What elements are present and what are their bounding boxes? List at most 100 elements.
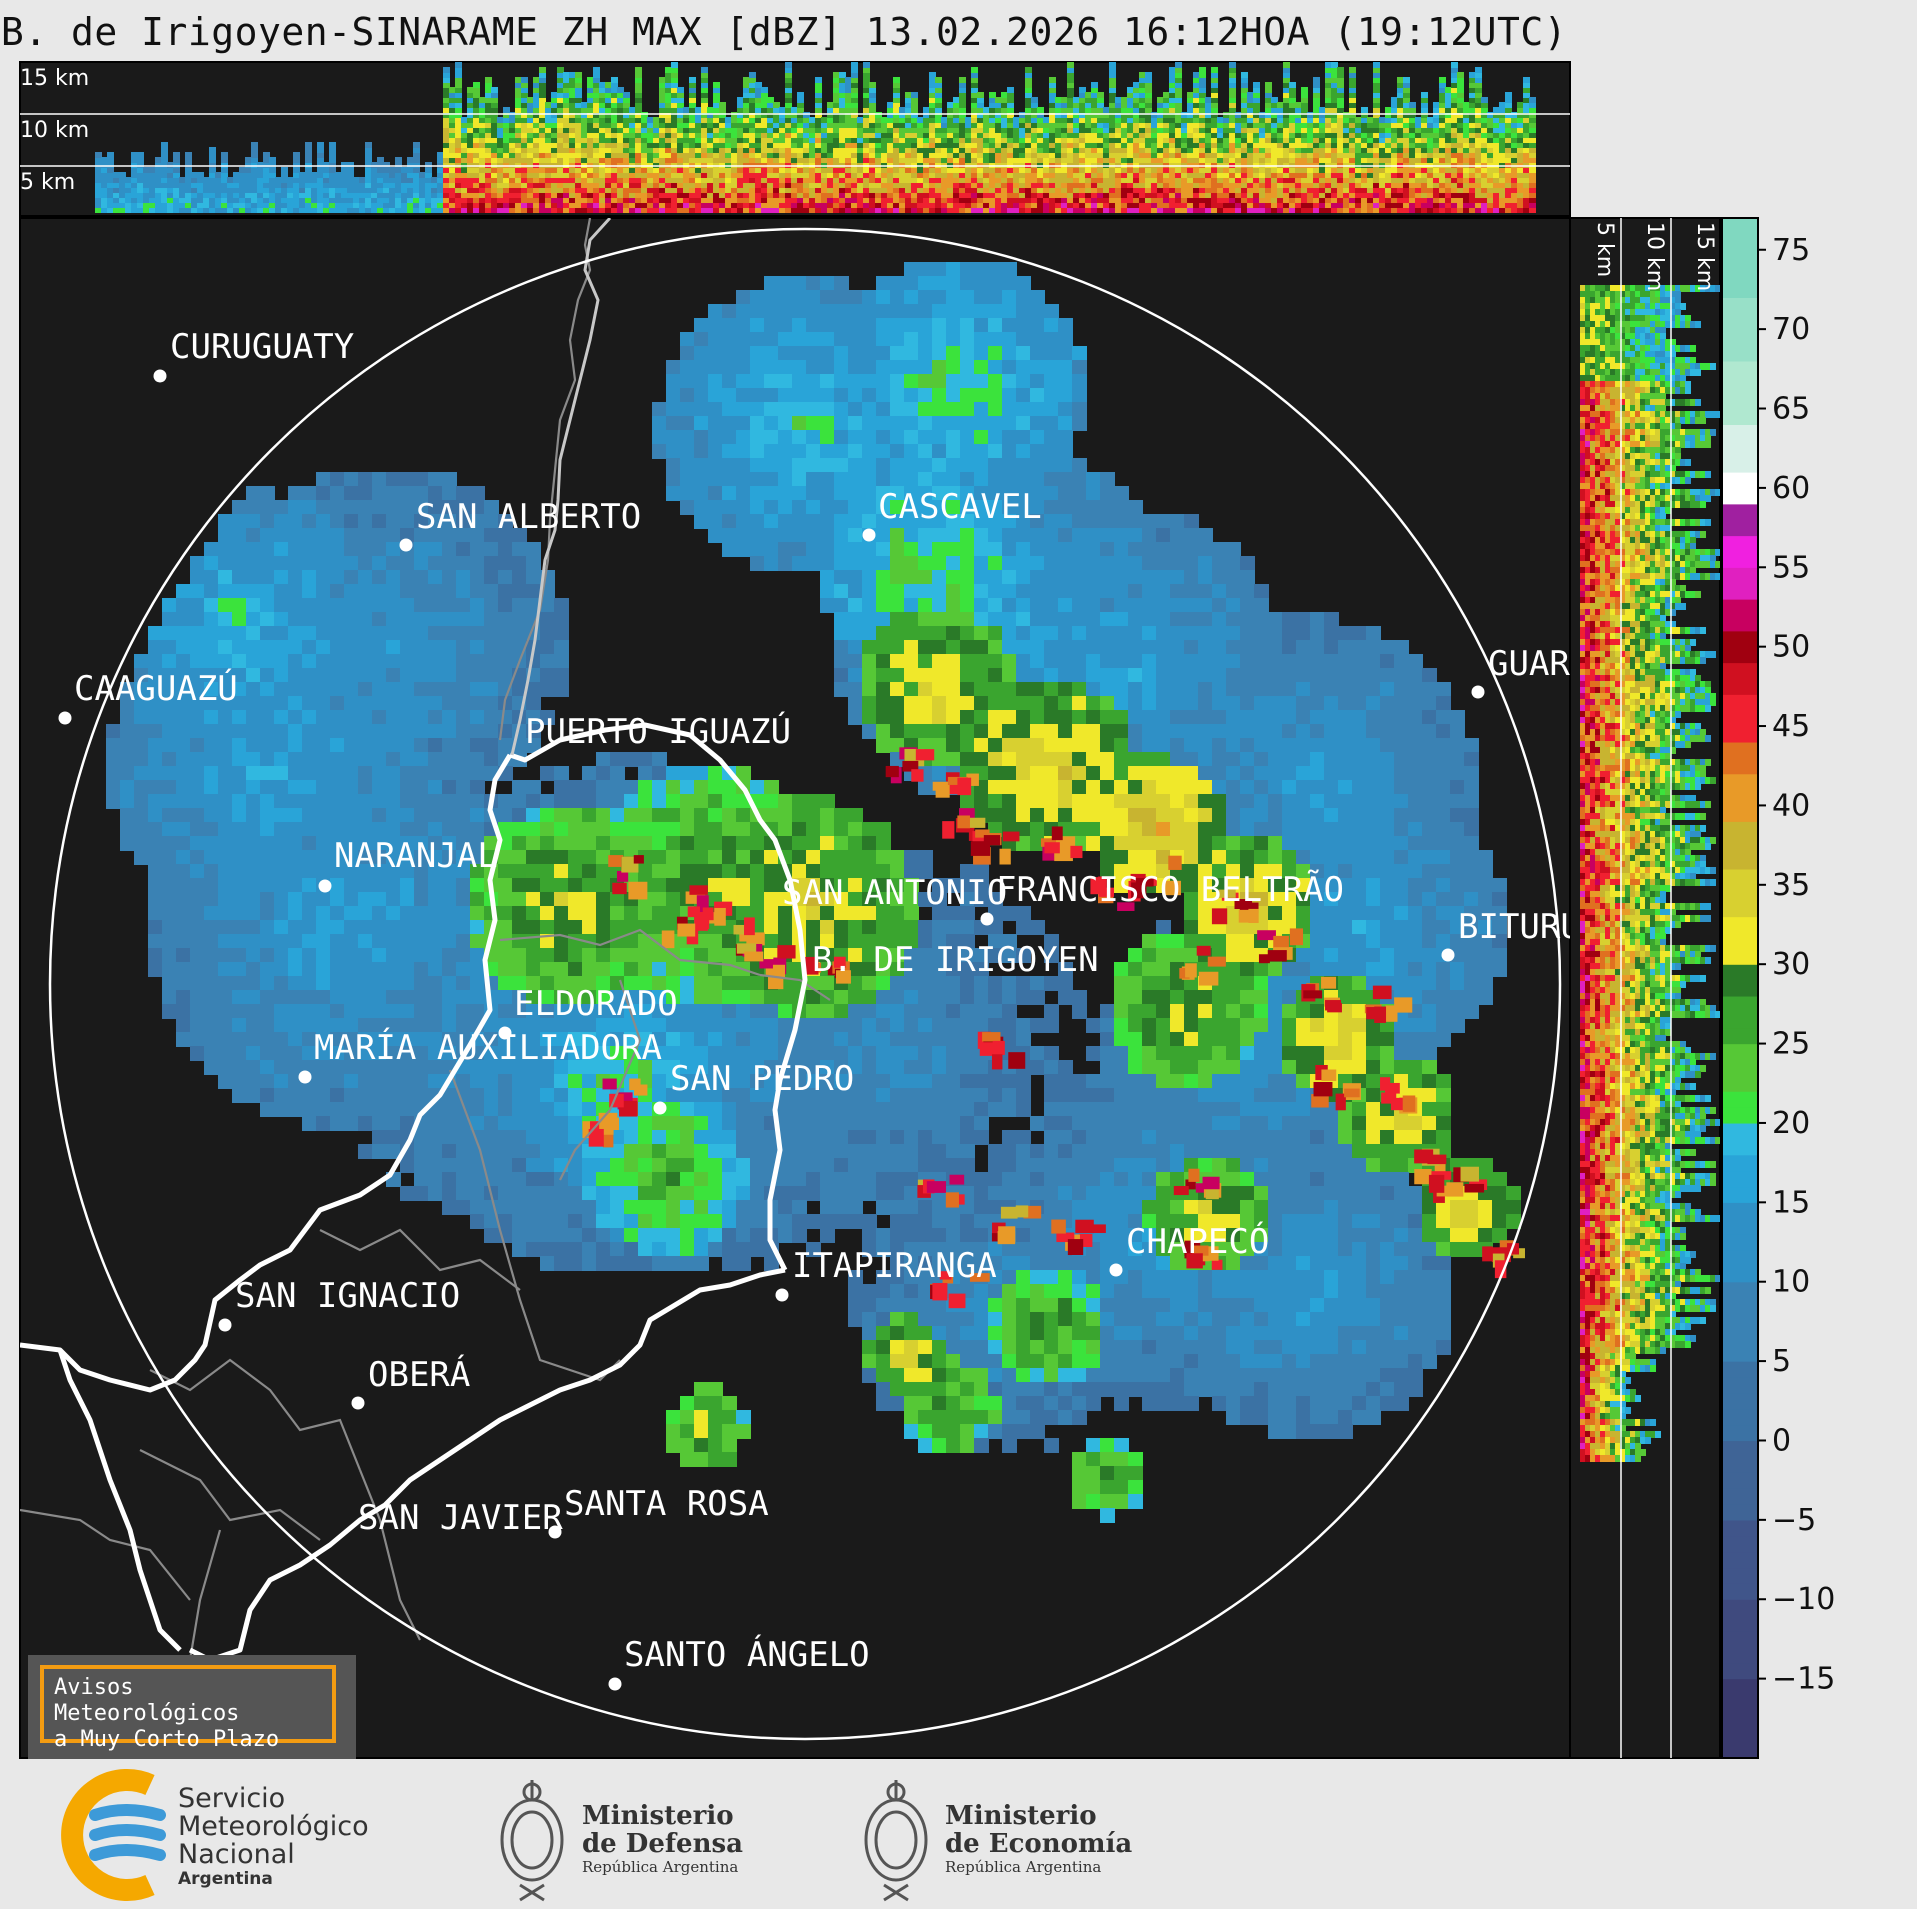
colorbar-cell (1722, 281, 1758, 298)
smn-line-1: Servicio (178, 1783, 286, 1814)
warning-line-2: a Muy Corto Plazo (54, 1727, 280, 1752)
city-18: OBERÁ (351, 1354, 470, 1410)
warning-box[interactable]: Avisos Meteorológicos a Muy Corto Plazo (28, 1655, 356, 1759)
city-14: SAN PEDRO (653, 1059, 854, 1115)
colorbar-cell (1722, 678, 1758, 695)
side-cross-section-panel: 5 km 10 km 15 km (1569, 217, 1721, 1759)
colorbar-tick-label: 5 (1772, 1344, 1791, 1379)
colorbar-cell (1722, 662, 1758, 680)
city-label: CAAGUAZÚ (74, 668, 238, 709)
colorbar-cell (1722, 1424, 1758, 1442)
colorbar-tick-label: 0 (1772, 1423, 1791, 1458)
colorbar-cell (1722, 218, 1758, 235)
colorbar-cell (1722, 1091, 1758, 1108)
colorbar-cell (1722, 789, 1758, 807)
city-13: MARÍA AUXILIADORA (298, 1027, 662, 1084)
city-label: ITAPIRANGA (792, 1246, 997, 1286)
colorbar-cell (1722, 853, 1758, 870)
colorbar-tick-label: 65 (1772, 392, 1810, 427)
economia-text: Ministerio de Economía República Argenti… (945, 1802, 1132, 1876)
city-dot (1109, 1263, 1123, 1277)
colorbar-cell (1722, 1551, 1758, 1569)
defensa-text: Ministerio de Defensa República Argentin… (582, 1802, 743, 1876)
colorbar-tick-label: −15 (1772, 1662, 1835, 1697)
colorbar-cell (1722, 487, 1758, 505)
colorbar-cell (1722, 424, 1758, 441)
city-label: SAN ALBERTO (416, 497, 641, 537)
top-echo-band (95, 62, 1536, 213)
colorbar-cell (1722, 837, 1758, 854)
colorbar-cell (1722, 1376, 1758, 1394)
colorbar-tick-label: 60 (1772, 471, 1810, 506)
country-borders (20, 722, 808, 1663)
colorbar-tick-label: 25 (1772, 1027, 1810, 1062)
colorbar-tick-label: 40 (1772, 788, 1810, 823)
colorbar-cell (1722, 535, 1758, 553)
colorbar-cell (1722, 313, 1758, 330)
colorbar-cell (1722, 1138, 1758, 1156)
colorbar-cell (1722, 710, 1758, 727)
city-label: SAN JAVIER (358, 1498, 563, 1538)
city-label: CHAPECÓ (1126, 1221, 1269, 1262)
colorbar-cell (1722, 567, 1758, 584)
colorbar-cell (1722, 1535, 1758, 1553)
colorbar-cell (1722, 1519, 1758, 1537)
side-height-label-5: 5 km (1592, 222, 1617, 277)
colorbar-cell (1722, 1710, 1758, 1727)
colorbar-cell (1722, 265, 1758, 283)
radar-map: CURUGUATY SAN ALBERTO CASCAVEL CAAGUAZÚ GUAR… (19, 217, 1571, 1759)
city-12: ELDORADO (498, 984, 678, 1040)
smn-text: Servicio Meteorológico Nacional Argentin… (178, 1783, 369, 1890)
colorbar-cell (1722, 1662, 1758, 1680)
city-label: NARANJAL (334, 836, 498, 876)
colorbar-cell (1722, 1122, 1758, 1140)
top-cross-section-panel: 15 km 10 km 5 km (19, 61, 1571, 217)
colorbar-cell (1722, 551, 1758, 568)
colorbar-cell (1722, 599, 1758, 616)
colorbar-cell (1722, 1726, 1758, 1743)
colorbar-tick-label: 10 (1772, 1265, 1810, 1300)
city-9: FRANCISCO BELTRÃO (980, 870, 1344, 926)
warning-line-1: Avisos Meteorológicos (54, 1675, 240, 1726)
colorbar-cell (1722, 1265, 1758, 1283)
smn-line-4: Argentina (178, 1869, 273, 1889)
colorbar-cell (1722, 1615, 1758, 1632)
smn-logo-icon (61, 1769, 166, 1901)
colorbar-cell (1722, 1472, 1758, 1489)
city-15: CHAPECÓ (1109, 1221, 1269, 1277)
colorbar-tick-label: 55 (1772, 550, 1810, 585)
colorbar-cell (1722, 773, 1758, 791)
colorbar-cell (1722, 472, 1758, 489)
colorbar-cell (1722, 1345, 1758, 1362)
colorbar-cell (1722, 456, 1758, 473)
city-2: SAN ALBERTO (399, 497, 641, 552)
colorbar-cell (1722, 1075, 1758, 1092)
colorbar-cell (1722, 1234, 1758, 1251)
city-5: GUARA (1471, 644, 1570, 699)
colorbar-cell (1722, 868, 1758, 886)
colorbar-cell (1722, 1154, 1758, 1172)
colorbar-tick-label: 15 (1772, 1185, 1810, 1220)
top-height-label-15: 15 km (20, 66, 89, 91)
colorbar-cell (1722, 614, 1758, 632)
city-4: CAAGUAZÚ (58, 668, 238, 725)
economia-line-1: Ministerio (945, 1801, 1097, 1831)
colorbar-cell (1722, 1329, 1758, 1346)
colorbar-cell (1722, 1503, 1758, 1521)
warning-label[interactable]: Avisos Meteorológicos a Muy Corto Plazo (40, 1665, 336, 1752)
city-7: NARANJAL (318, 836, 498, 893)
city-6: PUERTO IGUAZÚ (525, 711, 791, 752)
city-16: ITAPIRANGA (775, 1246, 997, 1302)
colorbar-tick-label: 75 (1772, 233, 1810, 268)
city-dot (318, 879, 332, 893)
colorbar-cell (1722, 757, 1758, 775)
parana-river (510, 218, 612, 756)
colorbar-cell (1722, 630, 1758, 648)
colorbar-cell (1722, 1456, 1758, 1473)
city-dot (653, 1101, 667, 1115)
colorbar-cell (1722, 900, 1758, 918)
city-dot (298, 1070, 312, 1084)
colorbar-cell (1722, 345, 1758, 362)
colorbar-cell (1722, 1646, 1758, 1664)
city-markers: CURUGUATY SAN ALBERTO CASCAVEL CAAGUAZÚ GUAR… (58, 327, 1570, 1691)
